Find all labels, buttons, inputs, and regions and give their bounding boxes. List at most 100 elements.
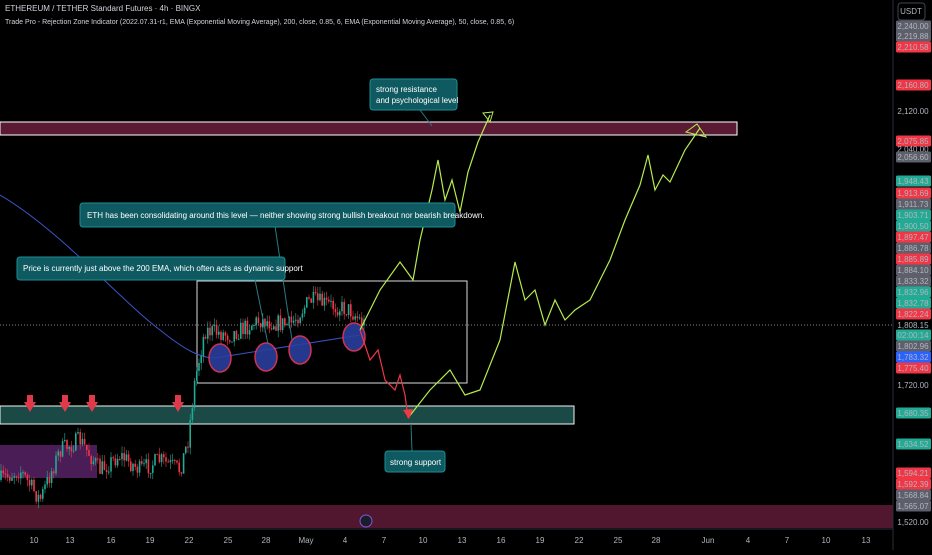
candle: [339, 311, 341, 316]
candle: [264, 318, 266, 327]
candle: [299, 317, 301, 324]
candle: [13, 476, 15, 478]
currency[interactable]: USDT: [900, 7, 922, 16]
pointer: [274, 225, 293, 341]
candle: [134, 463, 136, 467]
circle: [288, 335, 312, 365]
candle: [334, 309, 337, 313]
candle: [301, 313, 304, 318]
candle: [178, 462, 180, 473]
candle: [336, 312, 339, 316]
time-label: 25: [224, 536, 233, 545]
candle: [358, 317, 361, 319]
candle: [20, 472, 22, 479]
price-badge: [896, 30, 931, 42]
annotation: strong support: [390, 458, 442, 467]
time-label: 7: [382, 536, 387, 545]
support-zone: [0, 405, 575, 425]
price-badge: [896, 500, 931, 512]
candle: [295, 319, 297, 321]
price-label: 1,592.39: [897, 480, 929, 489]
candle: [251, 325, 253, 331]
candle: [218, 331, 220, 335]
circle: [254, 342, 278, 372]
candle: [182, 453, 185, 474]
candle: [77, 432, 79, 434]
candle: [105, 470, 108, 472]
price-label: 2,160.80: [897, 81, 929, 90]
candle: [242, 322, 244, 335]
price-badge: [896, 467, 931, 479]
candle: [292, 320, 295, 323]
arrow: [172, 395, 184, 412]
candle: [347, 304, 350, 316]
candle: [191, 407, 194, 421]
candle: [136, 466, 139, 473]
price-label: 1,720.00: [897, 381, 929, 390]
candle: [189, 420, 191, 448]
candle: [308, 297, 310, 299]
candle: [343, 301, 345, 315]
candle: [163, 454, 165, 458]
price-label: 2,240.00: [897, 22, 929, 31]
candle: [130, 461, 132, 472]
candle: [101, 461, 103, 474]
arrow-head: [403, 409, 413, 419]
candle: [350, 304, 352, 317]
candle: [171, 460, 174, 462]
price-badge: [896, 79, 931, 91]
consolidation-box: [196, 280, 468, 384]
candle: [204, 336, 207, 339]
candle: [290, 316, 293, 323]
price-badge: [896, 340, 931, 352]
candle: [97, 458, 99, 460]
candle: [325, 297, 328, 300]
candle: [244, 320, 246, 335]
indicator-legend: Trade Pro - Rejection Zone Indicator (20…: [5, 19, 514, 26]
candle: [319, 293, 321, 301]
candle: [174, 460, 176, 462]
callout-box: [369, 78, 458, 111]
candle: [145, 459, 147, 464]
time-label: 7: [785, 536, 790, 545]
price-label: 1,903.71: [897, 211, 929, 220]
callout-box: [384, 450, 446, 473]
candle: [354, 316, 356, 320]
candle: [99, 458, 101, 474]
time-label: 16: [497, 536, 506, 545]
candle: [114, 458, 117, 466]
price-badge: [896, 264, 931, 276]
candle: [48, 477, 51, 484]
candle: [28, 479, 31, 486]
currency-button[interactable]: [897, 2, 926, 21]
price-label: 2,219.88: [897, 32, 929, 41]
candle: [35, 491, 37, 502]
candle: [196, 370, 198, 381]
candle: [268, 321, 271, 329]
candle: [229, 340, 231, 342]
candle: [121, 453, 123, 460]
candle: [81, 438, 84, 445]
candle: [110, 457, 112, 472]
candle: [125, 454, 128, 461]
candle: [248, 330, 251, 335]
price-label: 1,634.52: [897, 440, 929, 449]
candle: [31, 479, 33, 486]
time-label: 28: [262, 536, 271, 545]
candle: [167, 461, 169, 463]
price-badge: [896, 275, 931, 287]
candle: [119, 458, 121, 460]
candle: [17, 477, 20, 479]
candle: [321, 293, 323, 306]
candle: [259, 323, 262, 328]
candle: [4, 473, 7, 475]
projection-up-1: [359, 114, 491, 331]
candle: [224, 332, 227, 336]
event-icon[interactable]: [359, 514, 373, 528]
callouts: strong resistance and psychological leve…: [16, 78, 485, 473]
pointer: [254, 279, 269, 345]
time-label: May: [298, 536, 313, 545]
candle: [246, 320, 249, 335]
candle: [255, 317, 257, 326]
